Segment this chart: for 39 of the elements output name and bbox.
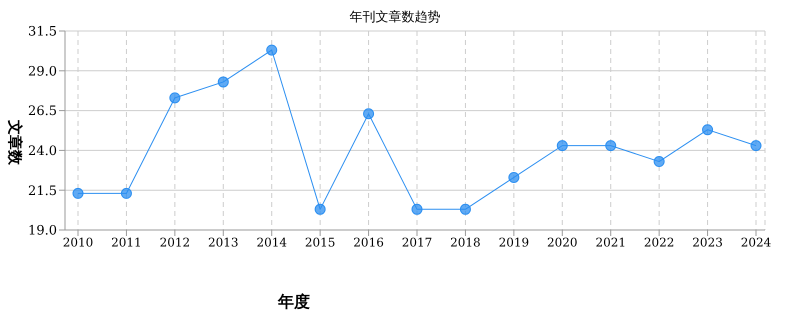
x-tick-label: 2013: [208, 236, 239, 250]
y-tick-label: 31.5: [28, 24, 57, 40]
x-tick-label: 2021: [595, 236, 626, 250]
x-tick-label: 2024: [740, 236, 772, 250]
x-tick-label: 2016: [353, 236, 384, 250]
y-axis-title: 文章数: [6, 119, 24, 166]
point: [120, 188, 132, 199]
point: [605, 140, 616, 152]
point: [218, 76, 229, 88]
x-tick-label: 2022: [644, 236, 674, 250]
point: [556, 140, 568, 152]
point: [266, 44, 278, 56]
x-axis-title: 年度: [278, 292, 310, 313]
point: [702, 124, 714, 136]
x-tick-label: 2014: [256, 236, 288, 250]
x-tick-label: 2019: [498, 236, 530, 250]
point: [508, 172, 520, 183]
x-tick-label: 2011: [111, 236, 142, 250]
point: [72, 188, 84, 199]
x-tick-label: 2023: [692, 236, 723, 250]
point: [654, 156, 665, 168]
point: [169, 92, 180, 104]
x-tick-label: 2015: [304, 236, 336, 250]
x-tick-label: 2012: [160, 236, 190, 250]
point: [412, 204, 422, 215]
y-tick-label: 26.5: [28, 104, 57, 120]
x-tick-label: 2010: [62, 236, 94, 250]
point: [314, 204, 326, 215]
point: [750, 140, 762, 152]
y-tick-label: 19.0: [28, 224, 57, 239]
point: [460, 204, 471, 215]
y-tick-label: 21.5: [28, 184, 57, 199]
y-tick-label: 24.0: [28, 144, 57, 160]
point: [363, 108, 374, 120]
x-tick-label: 2020: [547, 236, 578, 250]
x-tick-label: 2017: [402, 236, 432, 250]
x-tick-label: 2018: [450, 236, 481, 250]
y-tick-label: 29.0: [28, 64, 57, 80]
chart-title: 年刊文章数趋势: [348, 9, 442, 26]
